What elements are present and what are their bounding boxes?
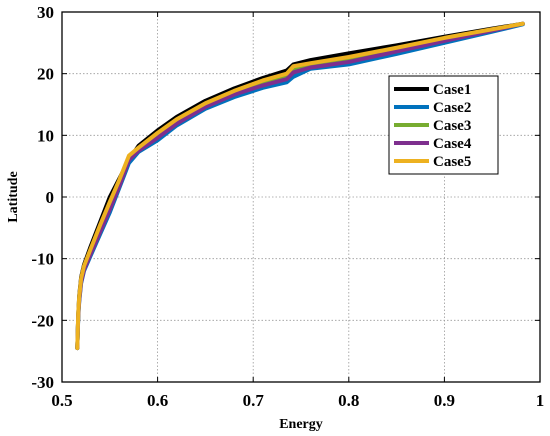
series-layer <box>75 21 525 351</box>
legend-label-case3: Case3 <box>433 118 471 134</box>
y-tick-label: -10 <box>31 250 54 269</box>
y-axis-title: Latitude <box>6 171 21 222</box>
y-tick-label: 10 <box>37 126 54 145</box>
y-tick-label: -30 <box>31 373 54 392</box>
series-line-case5 <box>75 21 525 351</box>
x-tick-label: 0.5 <box>51 391 72 410</box>
x-tick-label: 0.6 <box>147 391 168 410</box>
tick-labels: 0.5 0.6 0.7 0.8 0.9 1 -30 -20 -10 0 10 20 30 <box>31 3 544 410</box>
x-tick-label: 0.7 <box>243 391 265 410</box>
x-tick-label: 0.9 <box>434 391 455 410</box>
x-axis-title: Energy <box>279 417 323 432</box>
y-tick-label: 0 <box>46 188 55 207</box>
legend-label-case1: Case1 <box>433 82 471 98</box>
legend-label-case2: Case2 <box>433 100 471 116</box>
y-tick-label: -20 <box>31 311 54 330</box>
legend-label-case4: Case4 <box>433 136 472 152</box>
x-tick-label: 0.8 <box>338 391 359 410</box>
y-tick-label: 30 <box>37 3 54 22</box>
legend: Case1 Case2 Case3 Case4 Case5 <box>388 75 499 175</box>
x-tick-label: 1 <box>536 391 545 410</box>
y-tick-label: 20 <box>37 65 54 84</box>
legend-label-case5: Case5 <box>433 154 471 170</box>
axes <box>61 11 541 383</box>
